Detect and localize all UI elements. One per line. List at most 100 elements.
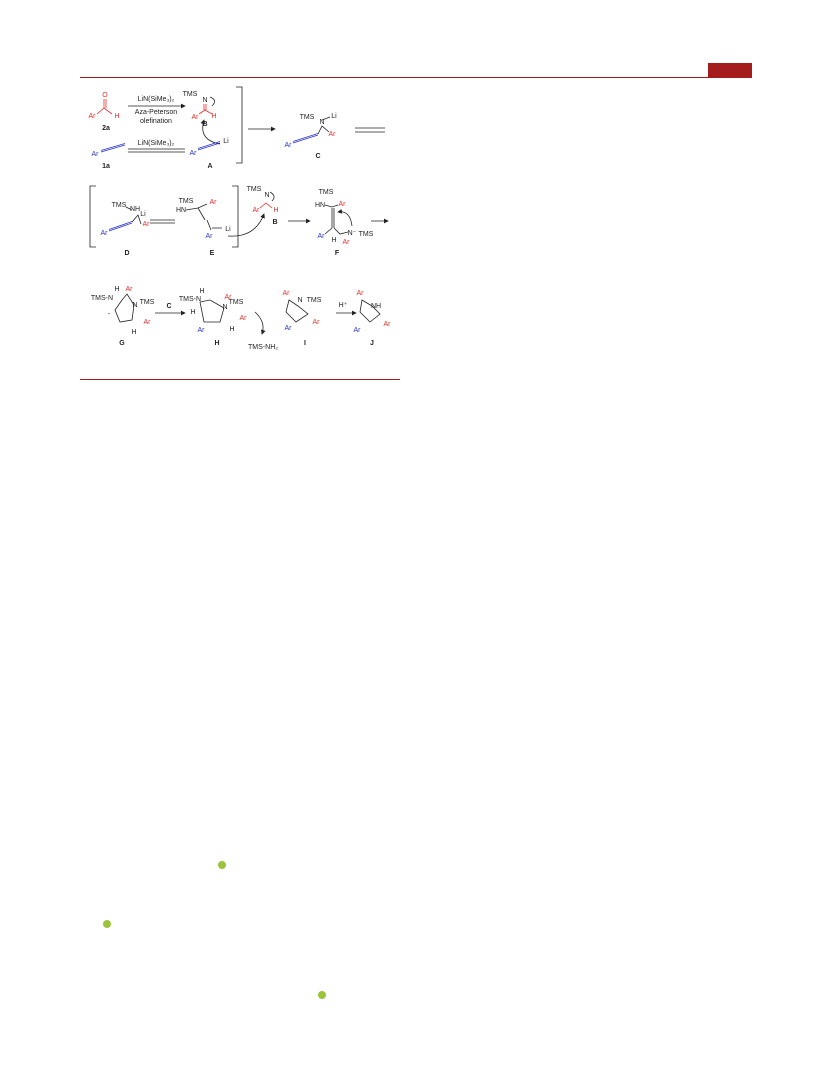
atom: O [102,92,108,99]
atom: H [229,326,234,333]
atom: N [319,119,324,126]
reagent: H⁺ [339,302,348,309]
link-icon[interactable] [103,920,111,928]
atom: Ar [101,230,109,237]
atom: Ar [198,327,206,334]
atom: H [273,207,278,214]
reagent: LiN(SiMe₃)₂ [138,140,175,147]
bond [125,206,142,225]
bond [292,133,319,144]
compound-label: F [335,250,340,257]
atom: Ar [225,294,233,301]
curved-arrow [269,191,275,202]
compound-label: A [207,163,212,170]
atom: N [132,302,137,309]
link-icon[interactable] [218,861,226,869]
bond [198,104,213,115]
reagent: Aza-Peterson [135,109,178,116]
atom: N [297,297,302,304]
atom: Li [331,113,337,120]
ring [114,293,135,323]
atom: H [114,286,119,293]
bond [96,99,113,115]
bond [185,203,222,231]
curved-arrow [227,213,265,237]
link-icon[interactable] [318,991,326,999]
curved-arrow [337,208,353,227]
atom: Ar [354,327,362,334]
atom: TMS [307,297,322,304]
atom: Ar [240,315,248,322]
compound-label: B [202,121,207,128]
compound-label: J [370,340,374,347]
reagent: TMS-NH₂ [248,344,278,351]
atom: H [211,113,216,120]
atom: Ar [339,201,347,208]
header-tab [708,63,752,77]
atom: TMS [179,198,194,205]
bond [100,143,126,153]
atom: TMS-N [179,296,201,303]
bond [317,116,331,135]
atom: Ar [126,286,134,293]
atom: H [190,309,195,316]
atom: Ar [144,319,152,326]
bracket [232,185,239,248]
bracket [89,185,96,248]
atom: Ar [285,325,293,332]
compound-label: 2a [102,125,110,132]
atom: Ar [206,233,214,240]
scheme: LiN(SiMe₃)₂ Aza-Peterson olefination LiN… [89,86,391,351]
curved-arrow [200,119,221,145]
atom: Ar [318,233,326,240]
reagent: olefination [140,118,172,125]
atom: N [264,192,269,199]
atom: TMS [247,186,262,193]
ring [359,299,381,323]
atom: TMS [140,299,155,306]
atom: Ar [285,142,293,149]
bond [197,141,221,151]
compound-label: C [315,153,320,160]
atom: TMS [183,91,198,98]
compound-label: E [210,250,215,257]
reagent: C [166,303,171,310]
atom: TMS [359,231,374,238]
atom: TMS-N [91,295,113,302]
atom: N [202,97,207,104]
atom: NH [371,303,381,310]
atom: Ar [329,131,337,138]
ring [285,299,309,323]
atom: Ar [92,151,100,158]
atom: N [222,304,227,311]
curved-arrow [209,96,215,107]
atom: - [108,311,111,318]
atom: Ar [253,207,261,214]
ring [199,299,225,323]
atom: Ar [283,290,291,297]
atom: Ar [190,150,198,157]
atom: N⁻ [348,230,357,237]
atom: Ar [343,239,351,246]
curved-arrow [254,311,266,335]
atom: Ar [313,319,321,326]
atom: TMS [229,299,244,306]
reagent: LiN(SiMe₃)₂ [138,96,175,103]
atom: NH [130,206,140,213]
atom: Ar [89,113,97,120]
atom: HN [315,202,325,209]
atom: H [131,329,136,336]
bracket [236,86,243,164]
atom: Ar [210,199,218,206]
bond [324,204,349,235]
bond [108,221,133,232]
compound-label: G [119,340,125,347]
atom: H [114,113,119,120]
atom: Li [140,211,146,218]
atom: H [199,288,204,295]
atom: TMS [300,114,315,121]
atom: H [331,237,336,244]
compound-label: I [304,340,306,347]
atom: TMS [112,202,127,209]
